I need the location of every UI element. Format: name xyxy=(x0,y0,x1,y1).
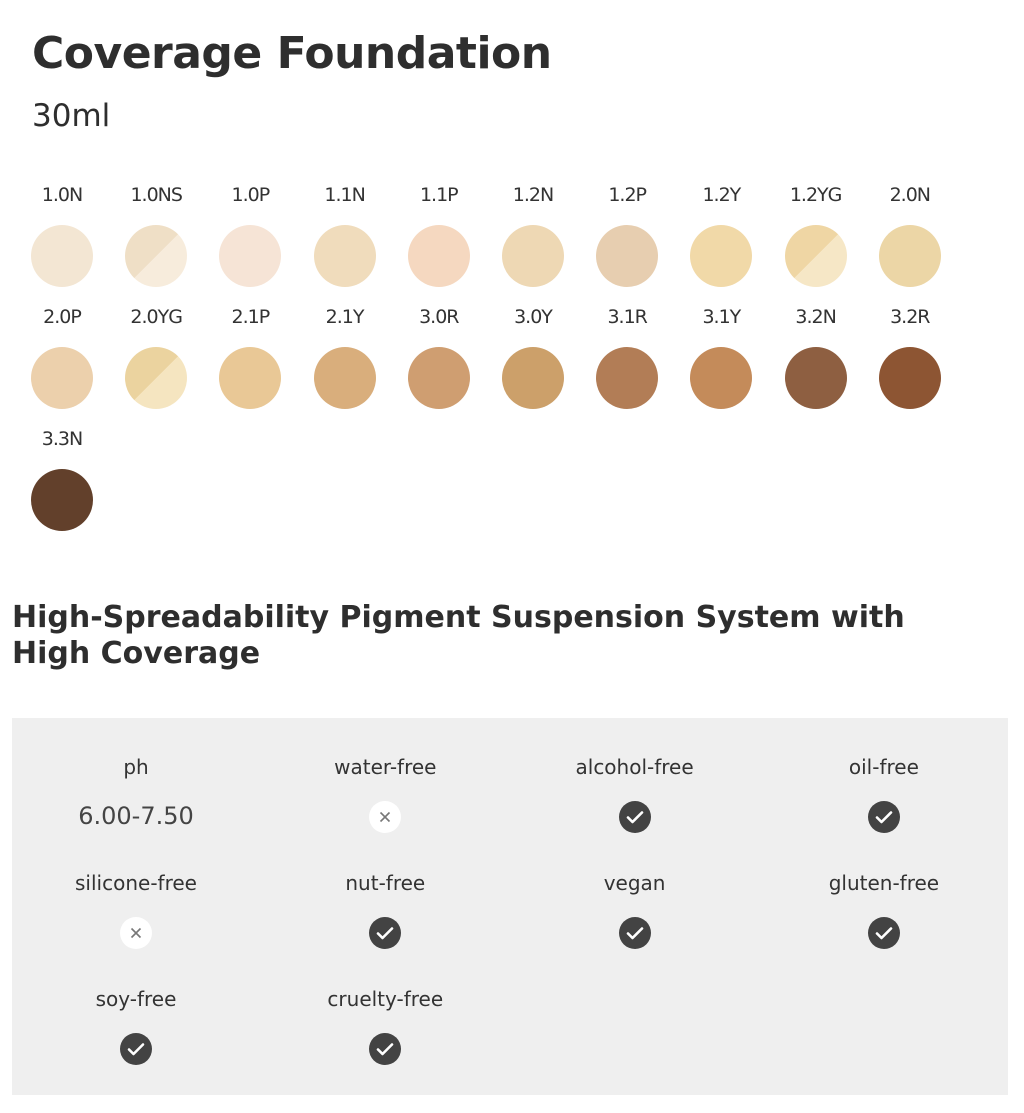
check-icon xyxy=(618,917,651,949)
check-icon xyxy=(369,917,402,949)
attribute-label: oil-free xyxy=(848,755,919,779)
attribute-label: gluten-free xyxy=(828,871,940,895)
shade-swatch[interactable] xyxy=(31,469,93,531)
shade-swatch[interactable] xyxy=(313,225,376,287)
shade-label: 3.0Y xyxy=(514,306,553,328)
shade-label: 2.1P xyxy=(231,306,271,328)
shade-swatch[interactable] xyxy=(878,225,941,287)
attribute-label: ph xyxy=(123,755,149,779)
shade-label: 1.1P xyxy=(419,184,459,206)
shade-label: 2.0N xyxy=(889,184,931,206)
attribute-label: silicone-free xyxy=(75,871,197,895)
shade-label: 2.0P xyxy=(43,306,82,328)
shade-swatch[interactable] xyxy=(784,347,847,409)
check-icon xyxy=(867,917,900,949)
shade-swatch[interactable] xyxy=(596,225,659,287)
shade-label: 1.2N xyxy=(512,184,554,206)
shade-label: 2.0YG xyxy=(130,306,183,328)
shade-label: 2.1Y xyxy=(325,306,365,328)
shade-swatch[interactable] xyxy=(502,347,564,409)
shade-label: 1.0N xyxy=(41,184,83,206)
shade-label: 1.0NS xyxy=(130,184,183,206)
shade-swatch[interactable] xyxy=(690,225,753,287)
shade-label: 1.2Y xyxy=(702,184,741,206)
check-icon xyxy=(120,1033,152,1065)
shade-label: 1.0P xyxy=(231,184,271,206)
check-icon xyxy=(369,1033,402,1065)
attribute-label: alcohol-free xyxy=(575,755,694,779)
shade-label: 3.1Y xyxy=(702,306,741,328)
shade-swatch[interactable] xyxy=(31,347,93,409)
headline: High-Spreadability Pigment Suspension Sy… xyxy=(12,600,905,671)
product-title: Coverage Foundation xyxy=(32,28,552,79)
product-size: 30ml xyxy=(32,98,111,134)
shade-swatch[interactable] xyxy=(690,347,753,409)
shade-label: 3.0R xyxy=(419,306,459,328)
shade-swatch[interactable] xyxy=(125,225,188,287)
shade-swatch[interactable] xyxy=(784,225,847,287)
attribute-label: vegan xyxy=(603,871,666,895)
check-icon xyxy=(867,801,900,833)
shade-label: 3.2N xyxy=(795,306,836,328)
attribute-label: soy-free xyxy=(95,987,177,1011)
shade-swatch[interactable] xyxy=(219,225,282,287)
check-icon xyxy=(618,801,651,833)
shade-swatch[interactable] xyxy=(31,225,93,287)
shade-swatch[interactable] xyxy=(219,347,282,409)
cross-icon xyxy=(369,801,402,833)
shade-label: 1.1N xyxy=(324,184,365,206)
shade-swatch[interactable] xyxy=(407,225,470,287)
shade-label: 3.2R xyxy=(890,306,930,328)
attributes-panel xyxy=(12,718,1008,1095)
attribute-label: cruelty-free xyxy=(327,987,444,1011)
shade-label: 1.2YG xyxy=(789,184,843,206)
attribute-label: nut-free xyxy=(345,871,426,895)
shade-swatch[interactable] xyxy=(596,347,659,409)
attribute-value: 6.00-7.50 xyxy=(78,802,194,830)
attribute-label: water-free xyxy=(334,755,437,779)
shade-swatch[interactable] xyxy=(313,347,376,409)
shade-swatch[interactable] xyxy=(502,225,564,287)
shade-label: 3.3N xyxy=(41,428,83,450)
shade-swatch[interactable] xyxy=(878,347,941,409)
shade-label: 1.2P xyxy=(608,184,647,206)
shade-swatch[interactable] xyxy=(125,347,188,409)
cross-icon xyxy=(120,917,152,949)
shade-label: 3.1R xyxy=(607,306,647,328)
shade-swatch[interactable] xyxy=(407,347,470,409)
